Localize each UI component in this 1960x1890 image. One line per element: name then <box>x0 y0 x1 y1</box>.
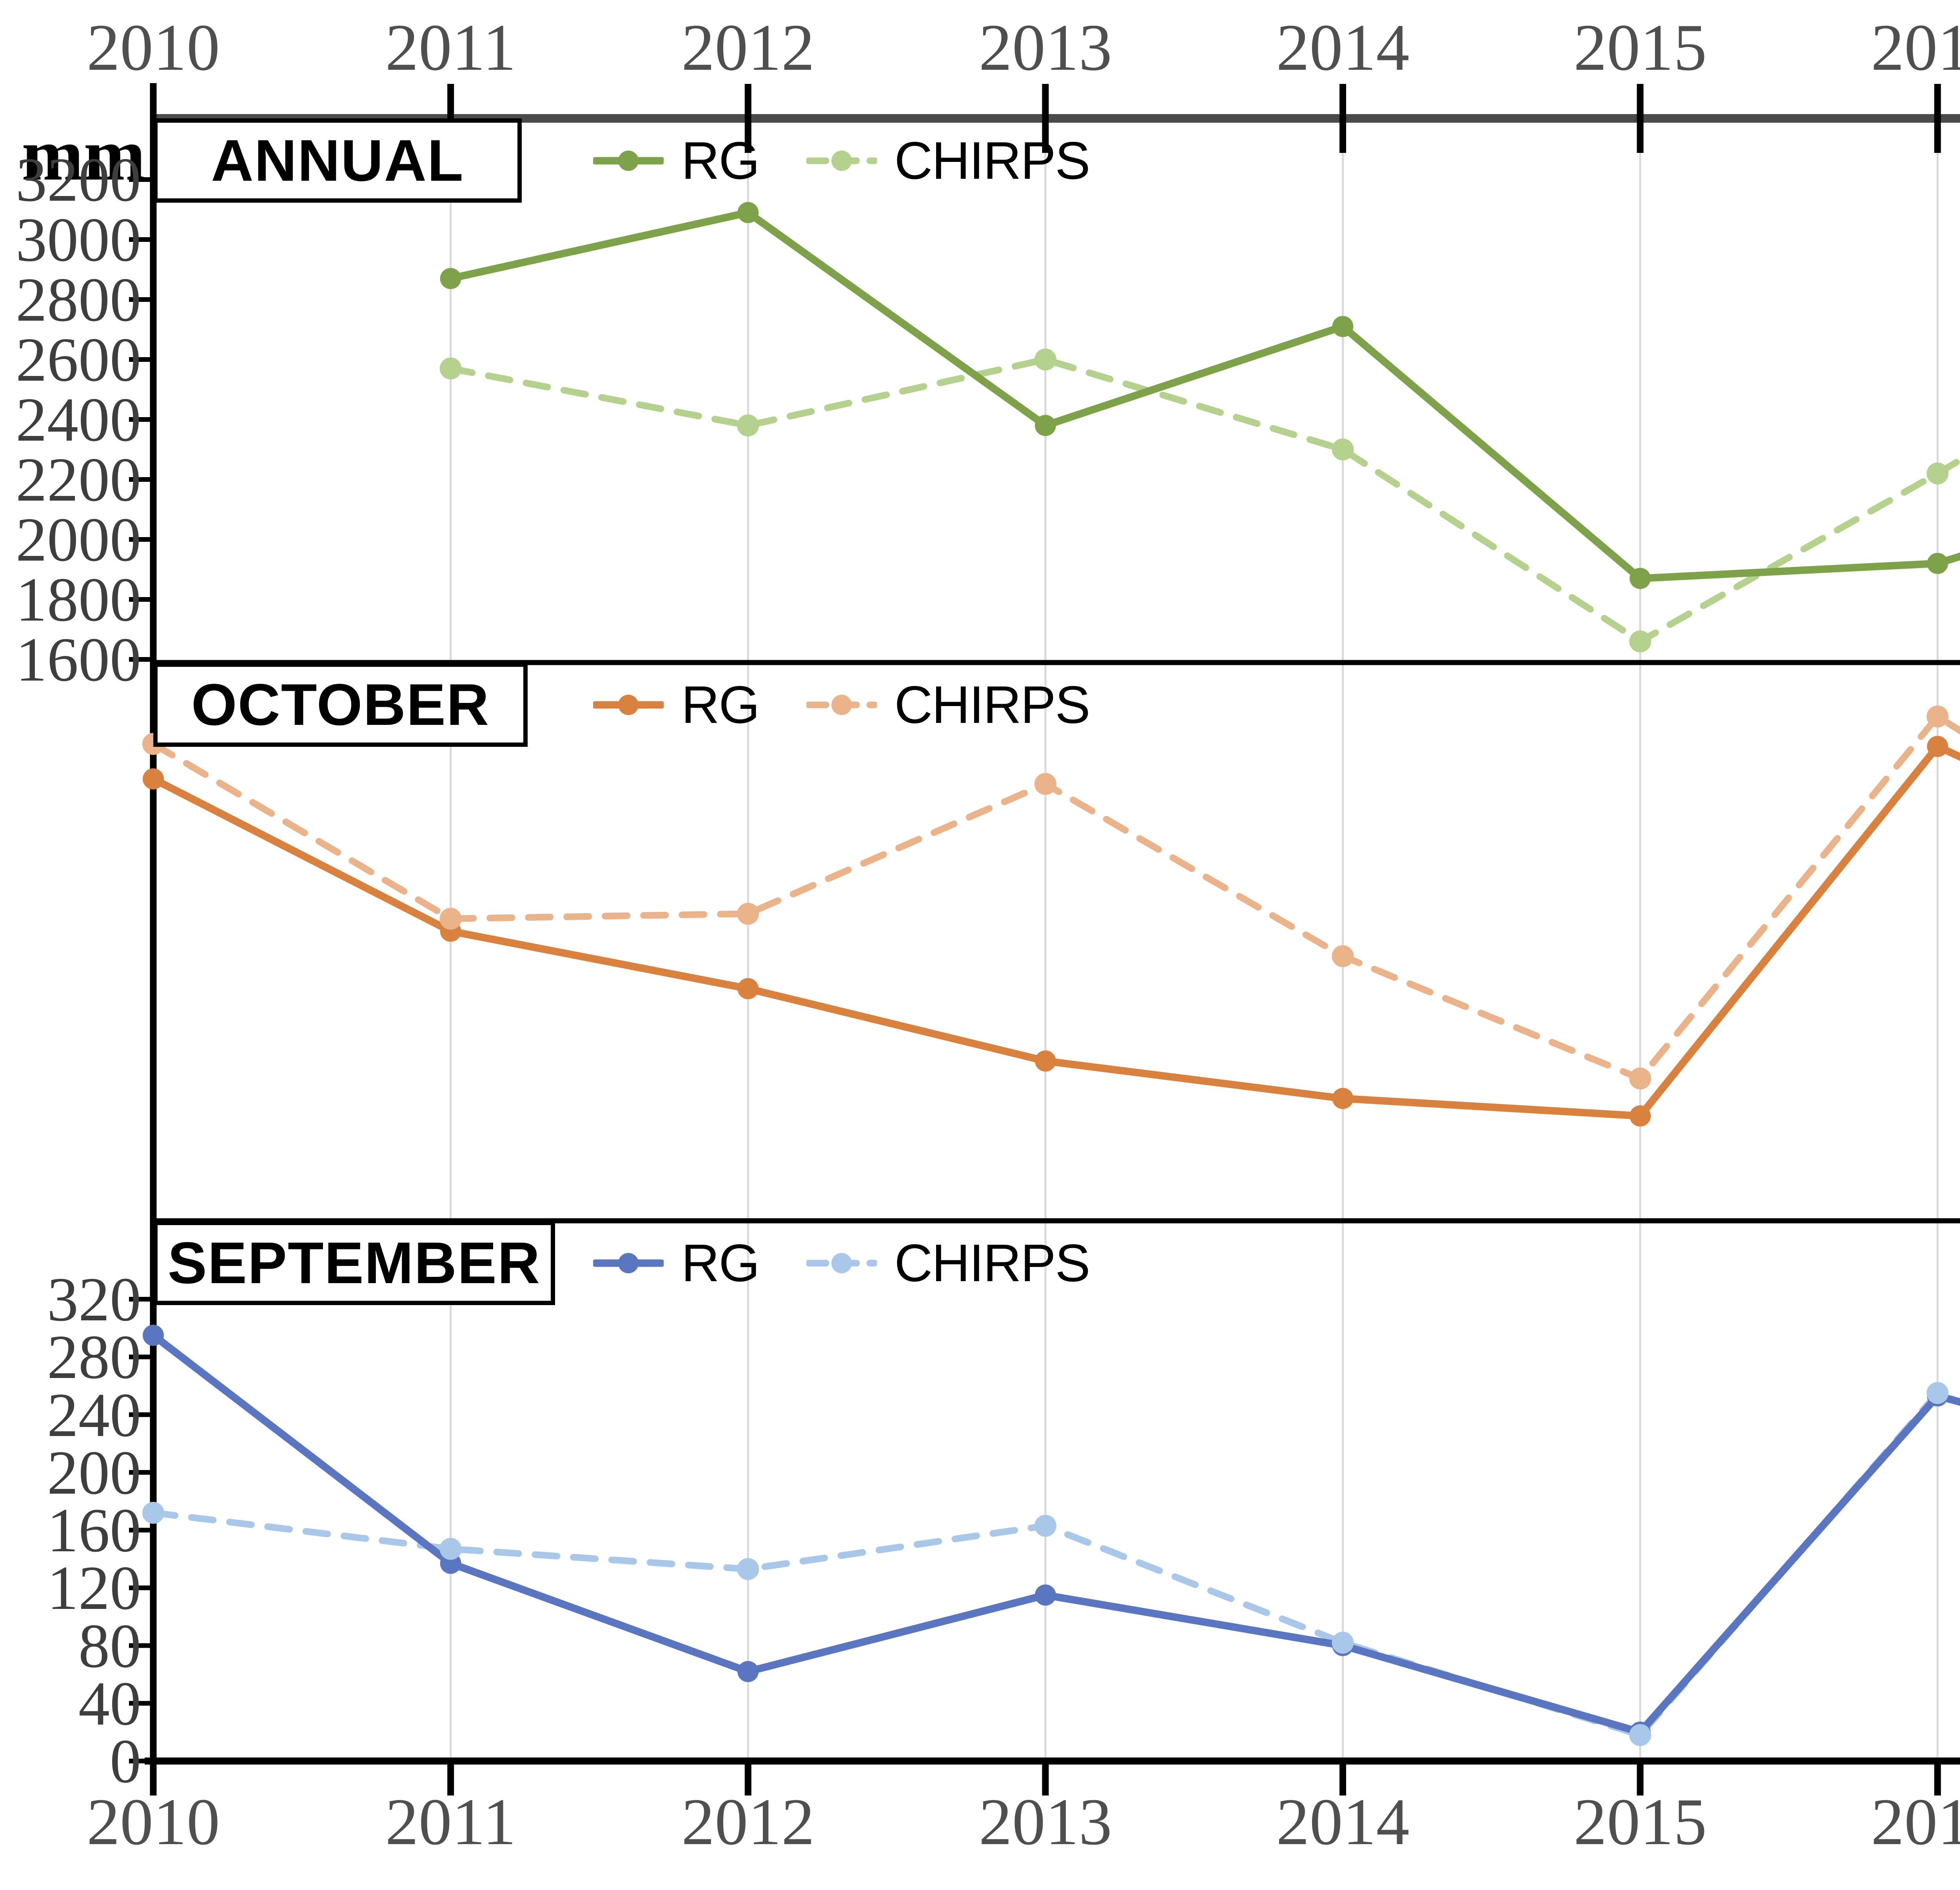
left-axis-unit-label: mm <box>22 114 146 196</box>
october-panel-title-text: OCTOBER <box>191 672 490 737</box>
annual-ytick-label: 1800 <box>16 565 141 634</box>
annual-ytick-label: 2600 <box>16 325 141 394</box>
october-legend: RG CHIRPS <box>593 663 1091 747</box>
september-chirps-legend-label: CHIRPS <box>894 1233 1091 1293</box>
october-rg-legend-label: RG <box>681 675 760 734</box>
october-chirps-legend-label: CHIRPS <box>894 675 1091 734</box>
annual-rg-legend-marker-icon <box>593 151 664 171</box>
top-year-label: 2014 <box>1276 11 1410 84</box>
september-ytick-label: 200 <box>47 1437 141 1507</box>
top-year-label: 2012 <box>681 11 815 84</box>
annual-rg-legend-label: RG <box>681 131 760 190</box>
september-chirps-legend-marker-icon <box>806 1253 877 1273</box>
september-panel-title-text: SEPTEMBER <box>167 1230 541 1296</box>
top-year-label: 2011 <box>385 11 516 84</box>
annual-legend: RG CHIRPS <box>593 118 1091 203</box>
bottom-year-label: 2011 <box>385 1785 516 1859</box>
annual-panel-title: ANNUAL <box>153 118 522 203</box>
october-chirps-legend-marker-icon <box>806 695 877 715</box>
top-year-label: 2015 <box>1573 11 1707 84</box>
september-ytick-label: 160 <box>47 1495 141 1565</box>
bottom-year-label: 2012 <box>681 1785 815 1859</box>
september-ytick-label: 120 <box>47 1553 141 1623</box>
annual-ytick-label: 2000 <box>16 505 141 574</box>
top-year-label: 2016 <box>1871 11 1960 84</box>
september-ytick-label: 0 <box>110 1726 141 1796</box>
annual-ytick-label: 2200 <box>16 445 141 514</box>
october-panel-title: OCTOBER <box>153 663 528 747</box>
annual-ytick-label: 1600 <box>16 625 141 694</box>
bottom-year-label: 2010 <box>87 1785 220 1859</box>
annual-ytick-label: 2800 <box>16 265 141 334</box>
september-ytick-label: 80 <box>78 1610 141 1681</box>
september-ytick-label: 280 <box>47 1322 141 1392</box>
october-rg-legend-marker-icon <box>593 695 664 715</box>
annual-chirps-legend-marker-icon <box>806 151 877 171</box>
bottom-year-label: 2015 <box>1573 1785 1707 1859</box>
bottom-year-label: 2016 <box>1871 1785 1960 1859</box>
september-legend: RG CHIRPS <box>593 1221 1091 1305</box>
september-rg-legend-marker-icon <box>593 1253 664 1273</box>
top-year-label: 2013 <box>978 11 1112 84</box>
september-ytick-label: 240 <box>47 1380 141 1450</box>
top-year-label: 2010 <box>87 11 220 84</box>
september-ytick-label: 40 <box>78 1668 141 1738</box>
annual-panel-title-text: ANNUAL <box>211 127 464 193</box>
bottom-year-label: 2013 <box>978 1785 1112 1859</box>
annual-ytick-label: 3000 <box>16 205 141 274</box>
september-rg-legend-label: RG <box>681 1233 760 1293</box>
annual-ytick-label: 3200 <box>16 145 141 214</box>
september-panel-title: SEPTEMBER <box>153 1221 555 1305</box>
annual-ytick-label: 2400 <box>16 385 141 454</box>
annual-chirps-legend-label: CHIRPS <box>894 131 1091 190</box>
bottom-year-label: 2014 <box>1276 1785 1410 1859</box>
september-ytick-label: 320 <box>47 1264 141 1334</box>
